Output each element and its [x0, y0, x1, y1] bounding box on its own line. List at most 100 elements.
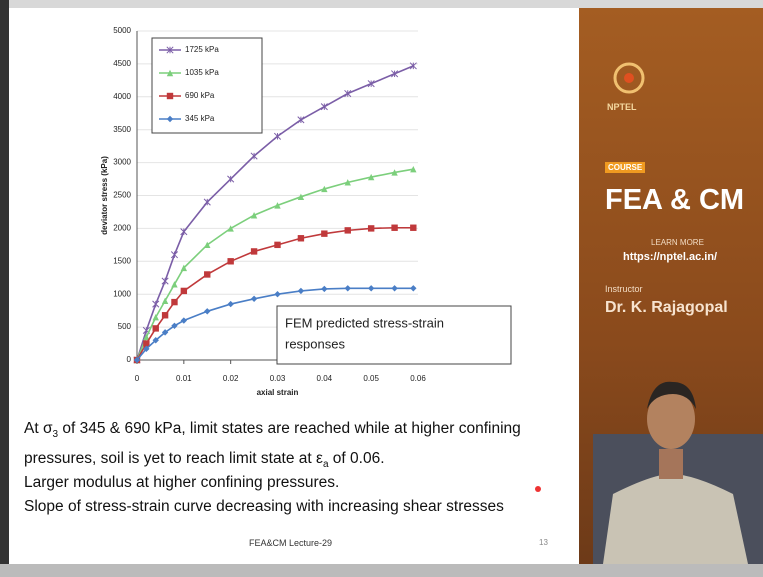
sidebar: NPTEL COURSE FEA & CM LEARN MORE https:/… [579, 8, 763, 564]
page-number: 13 [539, 538, 548, 547]
marker [391, 224, 398, 231]
slide-line: Slope of stress-strain curve decreasing … [24, 498, 504, 516]
marker [170, 251, 179, 259]
annotation-box [276, 305, 512, 365]
slide: 0 500 1000 1500 2000 2500 3000 3500 4000 4500 5000… [9, 8, 579, 564]
marker [410, 165, 417, 173]
marker [297, 193, 305, 201]
marker [166, 92, 174, 100]
marker [180, 264, 188, 272]
marker [227, 225, 234, 232]
instructor: Dr. K. Rajagopal [605, 299, 728, 316]
marker [297, 116, 305, 124]
x-tick-label: 0.06 [410, 374, 426, 383]
marker [152, 325, 159, 332]
text: a [322, 459, 329, 471]
y-tick-label: 2500 [113, 191, 131, 200]
marker [143, 333, 150, 341]
url: https://nptel.ac.in/ [623, 251, 718, 263]
learn-more: LEARN MORE [651, 238, 704, 247]
logo-icon [613, 62, 645, 94]
x-axis-label: axial strain [257, 388, 299, 397]
slide-line: Larger modulus at higher confining press… [24, 474, 339, 492]
y-tick-label: 3000 [113, 158, 131, 167]
y-axis-label: deviator stress (kPa) [100, 156, 109, 235]
marker [344, 227, 351, 234]
marker [204, 308, 211, 315]
marker [297, 235, 305, 242]
marker [152, 314, 159, 321]
marker [152, 300, 160, 308]
marker [320, 103, 328, 111]
left-border [0, 0, 9, 577]
text: pressures, soil is yet to reach limit st… [24, 450, 323, 467]
x-tick-label: 0.04 [317, 374, 333, 383]
marker [180, 228, 188, 236]
marker [274, 291, 281, 298]
marker [143, 345, 150, 353]
marker [166, 46, 174, 54]
series-line [136, 226, 414, 361]
marker [171, 322, 178, 329]
x-tick-label: 0.02 [223, 374, 239, 383]
marker [161, 297, 169, 304]
marker [227, 175, 235, 183]
annotation: FEM predicted stress-strain [285, 315, 444, 330]
text: of 0.06. [328, 450, 385, 467]
marker [274, 241, 281, 249]
series-line [136, 287, 414, 361]
x-tick-label: 0.05 [363, 374, 379, 383]
y-tick-label: 1500 [113, 256, 131, 265]
marker [143, 340, 150, 347]
marker [203, 198, 211, 206]
marker [171, 298, 178, 306]
marker [161, 329, 169, 336]
x-tick-label: 0.01 [176, 374, 192, 383]
y-tick-label: 2000 [113, 224, 131, 233]
y-tick-label: 3500 [113, 125, 131, 134]
marker [250, 295, 258, 303]
marker [367, 80, 375, 88]
marker [250, 248, 258, 255]
y-tick-label: 500 [118, 322, 132, 331]
bottom-bar [0, 564, 763, 577]
text: of 345 & 690 kPa, limit states are reach… [58, 420, 521, 437]
marker [391, 70, 399, 78]
text: Larger modulus at higher confining press… [24, 474, 340, 491]
marker [321, 285, 328, 293]
x-tick-label: 0 [135, 374, 140, 383]
marker [166, 69, 174, 77]
marker [250, 152, 258, 160]
y-tick-label: 4000 [113, 92, 131, 101]
text: Slope of stress-strain curve decreasing … [24, 498, 504, 515]
marker [344, 179, 351, 186]
marker [166, 115, 174, 123]
chart: 0 500 1000 1500 2000 2500 3000 3500 4000 4500 5000… [100, 26, 512, 397]
marker [171, 281, 178, 288]
marker [273, 132, 282, 140]
logo-text: NPTEL [607, 102, 637, 112]
marker [409, 62, 417, 70]
marker [321, 230, 328, 237]
y-tick-label: 0 [127, 355, 132, 364]
footer: FEA&CM Lecture-29 [249, 538, 333, 548]
legend-label: 1725 kPa [185, 45, 219, 54]
marker [391, 285, 398, 292]
pointer-dot [535, 486, 541, 492]
legend-label: 345 kPa [185, 114, 215, 123]
text: At σ [24, 420, 53, 437]
slide-line: At σ3 of 345 & 690 kPa, limit states are… [24, 420, 521, 440]
marker [391, 169, 398, 176]
text: 3 [52, 429, 59, 441]
marker [204, 241, 211, 249]
course-title: FEA & CM [605, 184, 745, 216]
marker [344, 285, 351, 292]
x-tick-label: 0.03 [270, 374, 286, 383]
marker [410, 285, 417, 292]
y-tick-label: 4500 [113, 59, 131, 68]
marker [410, 224, 417, 231]
role: Instructor [605, 284, 643, 294]
marker [152, 337, 159, 344]
marker [344, 89, 352, 98]
